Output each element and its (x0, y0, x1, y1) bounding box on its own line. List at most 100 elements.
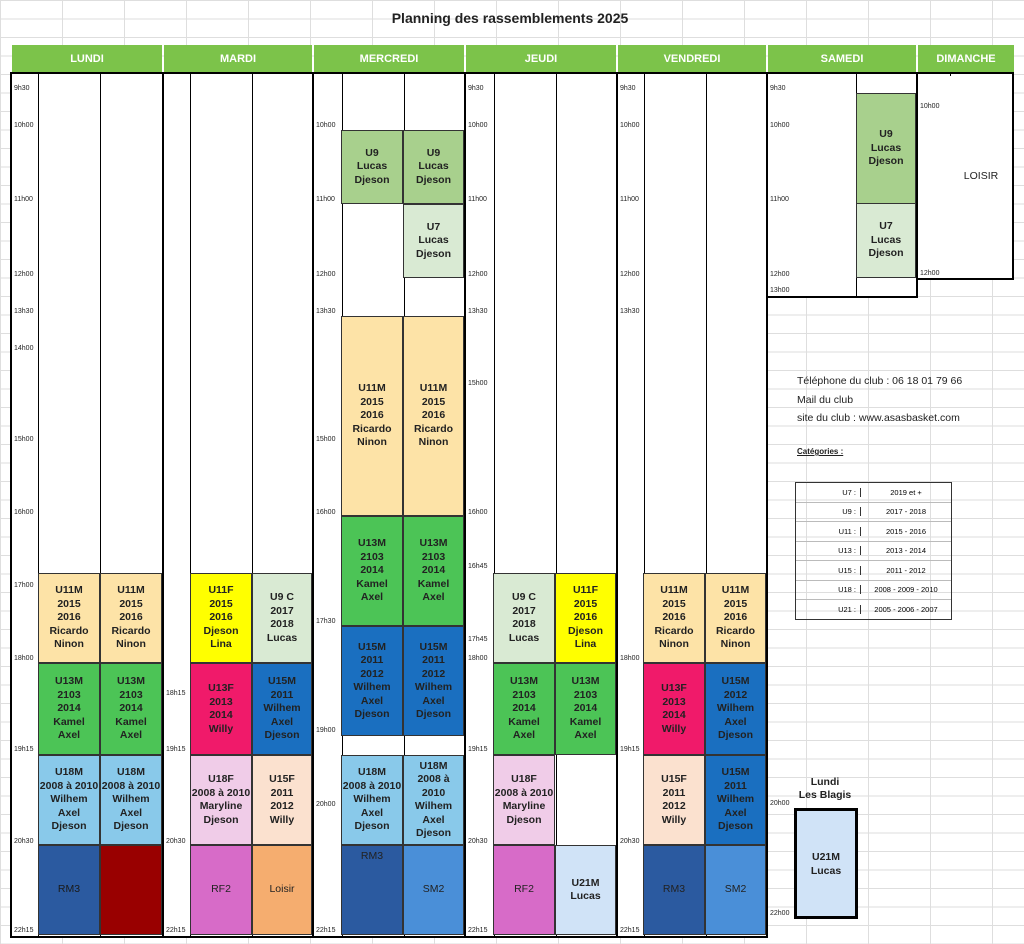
category-row: U21 : 2005 - 2006 - 2007 (796, 599, 951, 619)
time-label: 22h15 (14, 927, 34, 934)
slot-mardi-u9c: U9 C 2017 2018 Lucas (252, 573, 312, 663)
category-row: U7 : 2019 et + (796, 483, 951, 502)
page-title: Planning des rassemblements 2025 (391, 10, 629, 26)
time-label: 15h00 (316, 436, 336, 443)
category-value: 2019 et + (890, 487, 922, 497)
time-label: 18h00 (620, 655, 640, 662)
slot-ven-u11m: U11M 2015 2016 Ricardo Ninon (705, 573, 766, 663)
time-label: 14h00 (14, 345, 34, 352)
slot-lundi-u11m: U11M 2015 2016 Ricardo Ninon (38, 573, 100, 663)
time-label: 20h30 (166, 838, 186, 845)
time-label: 18h00 (468, 655, 488, 662)
time-label: 9h30 (770, 85, 786, 92)
slot-mer-u7: U7 Lucas Djeson (403, 204, 464, 278)
slot-mer-sm2: SM2 (403, 845, 464, 935)
category-value: 2011 - 2012 (886, 565, 926, 575)
category-value: 2013 - 2014 (885, 546, 927, 556)
time-label: 13h30 (316, 308, 336, 315)
time-label: 13h30 (468, 308, 488, 315)
time-label: 17h00 (14, 582, 34, 589)
time-label: 12h00 (14, 271, 34, 278)
slot-jeu-u11f: U11F 2015 2016 Djeson Lina (555, 573, 616, 663)
time-label: 17h30 (316, 618, 336, 625)
time-label: 20h00 (770, 800, 790, 807)
time-label: 19h15 (620, 746, 640, 753)
slot-mardi-loisir: Loisir (252, 845, 312, 935)
header-mercredi: MERCREDI (314, 45, 464, 72)
slot-mer-u15m: U15M 2011 2012 Wilhem Axel Djeson (403, 626, 464, 736)
category-value: 2017 - 2018 (885, 507, 927, 517)
time-label: 12h00 (770, 271, 790, 278)
slot-blagis-u21m: U21M Lucas (794, 808, 858, 919)
slot-mer-rm3: RM3 (341, 845, 403, 935)
time-label: 11h00 (14, 196, 33, 203)
slot-ven-u15m: U15M 2011 Wilhem Axel Djeson (705, 755, 766, 845)
header-mardi: MARDI (164, 45, 312, 72)
slot-ven-rm3: RM3 (643, 845, 705, 935)
slot-lundi-u18m: U18M 2008 à 2010 Wilhem Axel Djeson (100, 755, 162, 845)
category-key: U18 : (796, 585, 861, 595)
blagis-title: Lundi Les Blagis (798, 775, 852, 802)
time-label: 15h00 (14, 436, 34, 443)
time-label: 11h00 (770, 196, 789, 203)
time-label: 19h15 (468, 746, 488, 753)
slot-dim-loisir: LOISIR (950, 76, 1012, 278)
club-phone: Téléphone du club : 06 18 01 79 66 (797, 375, 963, 387)
category-row: U18 : 2008 - 2009 - 2010 (796, 579, 951, 600)
time-label: 13h30 (620, 308, 640, 315)
time-label: 19h15 (14, 746, 34, 753)
header-vendredi: VENDREDI (618, 45, 766, 72)
time-label: 9h30 (14, 85, 30, 92)
time-label: 16h00 (316, 509, 336, 516)
slot-jeu-u13m: U13M 2103 2014 Kamel Axel (555, 663, 616, 755)
categories-title: Catégories : (797, 447, 844, 456)
category-key: U13 : (796, 546, 861, 556)
category-row: U15 : 2011 - 2012 (796, 560, 951, 580)
slot-sam-u9: U9 Lucas Djeson (856, 93, 916, 204)
slot-ven-sm2: SM2 (705, 845, 766, 935)
header-samedi: SAMEDI (768, 45, 916, 72)
slot-jeu-rf2: RF2 (493, 845, 555, 935)
slot-mardi-u11f: U11F 2015 2016 Djeson Lina (190, 573, 252, 663)
slot-jeu-u18f: U18F 2008 à 2010 Maryline Djeson (493, 755, 555, 845)
time-label: 12h00 (920, 270, 940, 277)
time-label: 20h30 (620, 838, 640, 845)
slot-ven-u15f: U15F 2011 2012 Willy (643, 755, 705, 845)
time-label: 15h00 (468, 380, 488, 387)
category-value: 2005 - 2006 - 2007 (874, 604, 938, 614)
categories-table: U7 : 2019 et + U9 : 2017 - 2018 U11 : 2015 … (795, 482, 952, 620)
time-label: 10h00 (620, 122, 640, 129)
header-jeudi: JEUDI (466, 45, 616, 72)
time-label: 11h00 (316, 196, 335, 203)
slot-mardi-u15f: U15F 2011 2012 Willy (252, 755, 312, 845)
time-label: 19h00 (316, 727, 336, 734)
slot-mardi-u18f: U18F 2008 à 2010 Maryline Djeson (190, 755, 252, 845)
slot-mer-u11m: U11M 2015 2016 Ricardo Ninon (341, 316, 403, 516)
slot-ven-u11m: U11M 2015 2016 Ricardo Ninon (643, 573, 705, 663)
club-mail: Mail du club (797, 394, 854, 406)
slot-lundi-u11m: U11M 2015 2016 Ricardo Ninon (100, 573, 162, 663)
time-label: 22h15 (316, 927, 336, 934)
slot-ven-u15m: U15M 2012 Wilhem Axel Djeson (705, 663, 766, 755)
category-key: U7 : (796, 487, 861, 497)
time-label: 19h15 (166, 746, 186, 753)
slot-mer-u15m: U15M 2011 2012 Wilhem Axel Djeson (341, 626, 403, 736)
category-key: U15 : (796, 565, 861, 575)
time-label: 18h00 (14, 655, 34, 662)
time-label: 11h00 (468, 196, 487, 203)
time-label: 20h00 (316, 801, 336, 808)
slot-lundi-red (100, 845, 162, 935)
slot-jeu-u9c: U9 C 2017 2018 Lucas (493, 573, 555, 663)
slot-ven-u13f: U13F 2013 2014 Willy (643, 663, 705, 755)
slot-mardi-u15m: U15M 2011 Wilhem Axel Djeson (252, 663, 312, 755)
slot-jeu-u21m: U21M Lucas (555, 845, 616, 935)
time-label: 22h15 (166, 927, 186, 934)
category-row: U9 : 2017 - 2018 (796, 501, 951, 522)
slot-mer-u11m: U11M 2015 2016 Ricardo Ninon (403, 316, 464, 516)
category-key: U9 : (796, 507, 861, 517)
slot-lundi-u18m: U18M 2008 à 2010 Wilhem Axel Djeson (38, 755, 100, 845)
slot-mardi-u13f: U13F 2013 2014 Willy (190, 663, 252, 755)
category-row: U11 : 2015 - 2016 (796, 521, 951, 541)
time-label: 16h45 (468, 563, 488, 570)
time-label: 17h45 (468, 636, 488, 643)
